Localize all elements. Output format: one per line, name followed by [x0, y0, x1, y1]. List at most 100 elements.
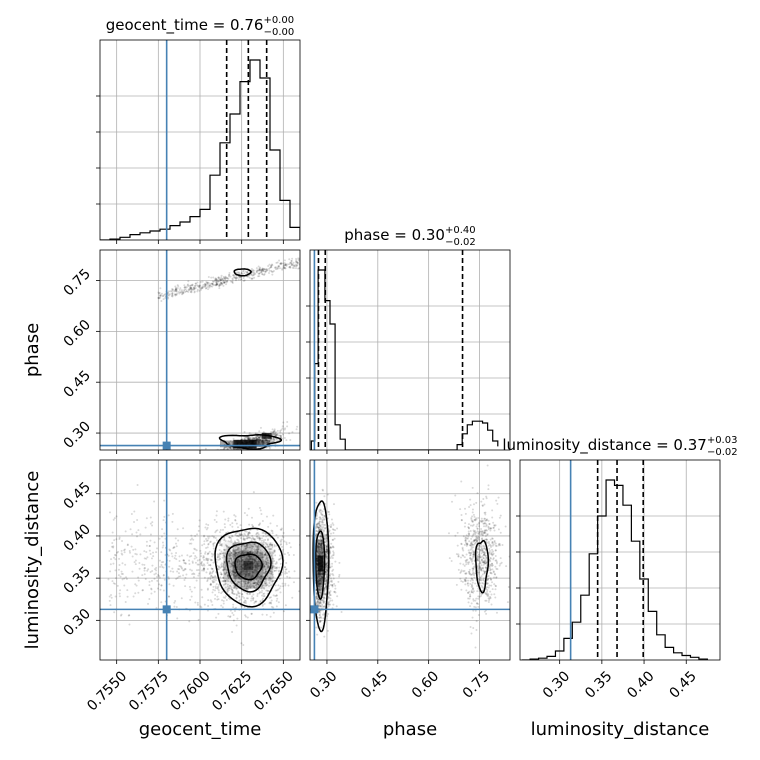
sample-point [248, 523, 251, 526]
sample-point [255, 552, 258, 555]
sample-point [251, 542, 254, 545]
sample-point [268, 552, 271, 555]
sample-point [241, 533, 244, 536]
sample-point [275, 433, 278, 436]
sample-point [239, 556, 242, 559]
sample-point [274, 431, 277, 434]
sample-point [263, 440, 266, 443]
sample-point [259, 554, 262, 557]
sample-point [226, 575, 229, 578]
sample-point [232, 570, 235, 573]
sample-point [232, 550, 235, 553]
density-cell [223, 551, 234, 561]
sample-point [167, 290, 170, 293]
sample-point [256, 582, 259, 585]
density-cell [243, 551, 254, 561]
sample-point [236, 558, 239, 561]
sample-point [233, 550, 236, 553]
sample-point [259, 522, 262, 525]
sample-point [209, 564, 212, 567]
sample-point [292, 528, 295, 531]
sample-point [222, 569, 225, 572]
sample-point [247, 581, 250, 584]
sample-point [167, 514, 170, 517]
sample-point [217, 280, 220, 283]
sample-point [258, 523, 261, 526]
sample-point [268, 545, 271, 548]
sample-point [263, 572, 266, 575]
sample-point [221, 552, 224, 555]
sample-point [207, 275, 210, 278]
sample-point [241, 551, 244, 554]
panel-luminosity_distance-vs-geocent_time [99, 459, 301, 661]
sample-point [276, 597, 279, 600]
sample-point [214, 575, 217, 578]
sample-point [150, 588, 153, 591]
sample-point [471, 562, 474, 565]
sample-point [326, 558, 329, 561]
sample-point [200, 288, 203, 291]
sample-point [250, 437, 253, 440]
sample-point [174, 287, 177, 290]
sample-point [158, 296, 161, 299]
sample-point [261, 267, 264, 270]
sample-point [232, 573, 235, 576]
sample-point [252, 269, 255, 272]
sample-point [262, 438, 265, 441]
sample-point [176, 292, 179, 295]
sample-point [206, 546, 209, 549]
sample-point [183, 561, 186, 564]
sample-point [120, 570, 123, 573]
sample-point [240, 570, 243, 573]
sample-point [261, 442, 264, 445]
sample-point [243, 438, 246, 441]
sample-point [238, 535, 241, 538]
sample-point [245, 451, 247, 453]
sample-point [153, 500, 156, 503]
sample-point [207, 288, 210, 291]
sample-point [274, 434, 277, 437]
sample-point [283, 267, 286, 270]
sample-point [251, 277, 254, 280]
sample-point [247, 531, 250, 534]
sample-point [231, 278, 234, 281]
sample-point [321, 523, 324, 526]
sample-point [179, 287, 182, 290]
sample-point [270, 264, 273, 267]
sample-point [171, 288, 174, 291]
sample-point [158, 537, 161, 540]
sample-point [234, 452, 236, 454]
sample-point [239, 577, 242, 580]
sample-point [239, 456, 241, 458]
sample-point [252, 597, 255, 600]
sample-point [283, 266, 286, 269]
sample-point [227, 277, 230, 280]
sample-point [275, 567, 278, 570]
sample-point [288, 553, 291, 556]
sample-point [227, 441, 230, 444]
sample-point [264, 561, 267, 564]
sample-point [242, 538, 245, 541]
sample-point [331, 572, 334, 575]
sample-point [162, 560, 165, 563]
sample-point [238, 592, 241, 595]
sample-point [257, 440, 260, 443]
sample-point [190, 595, 193, 598]
sample-point [265, 589, 268, 592]
sample-point [218, 285, 221, 288]
sample-point [188, 542, 191, 545]
sample-point [239, 571, 242, 574]
sample-point [251, 534, 254, 537]
sample-point [255, 532, 258, 535]
sample-point [234, 519, 237, 522]
sample-point [262, 440, 265, 443]
sample-point [280, 542, 283, 545]
sample-point [221, 543, 224, 546]
sample-point [203, 568, 206, 571]
sample-point [227, 546, 230, 549]
sample-point [239, 553, 242, 556]
sample-point [231, 569, 234, 572]
sample-point [189, 598, 192, 601]
sample-point [271, 530, 274, 533]
sample-point [206, 557, 209, 560]
